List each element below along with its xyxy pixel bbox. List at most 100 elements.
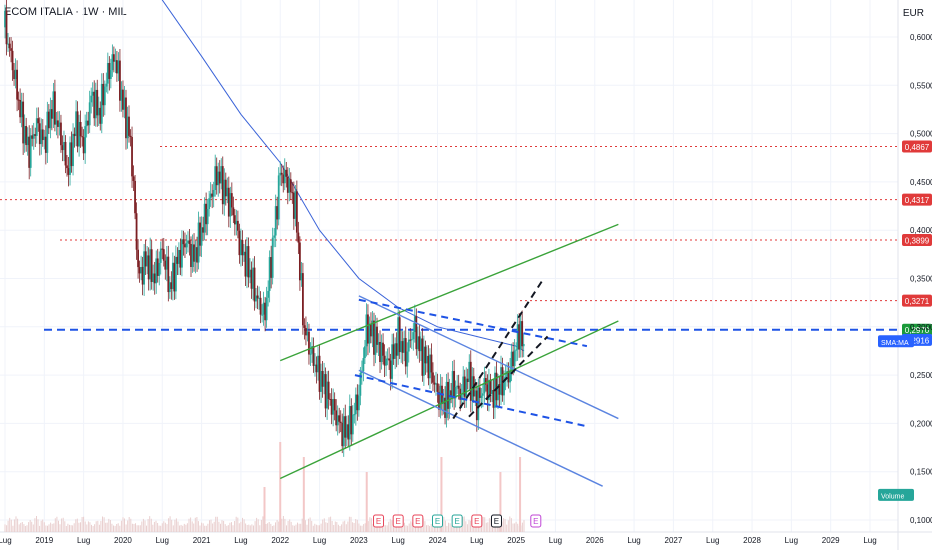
candle-body xyxy=(288,179,291,193)
candle-body xyxy=(338,415,341,422)
candle-body xyxy=(416,336,419,350)
candle-body xyxy=(438,391,440,410)
candle-body xyxy=(167,256,170,293)
candle-body xyxy=(203,203,206,233)
candle-body xyxy=(418,336,421,352)
candle-body xyxy=(392,344,395,359)
candle-body xyxy=(292,192,295,219)
candle-body xyxy=(498,384,501,395)
candle-body xyxy=(374,326,377,355)
candle-body xyxy=(255,295,257,302)
candle-body xyxy=(453,371,456,399)
candle-body xyxy=(212,189,215,197)
candle-body xyxy=(367,314,369,344)
candle-body xyxy=(10,48,12,51)
candle-body xyxy=(155,258,158,284)
candle-body xyxy=(41,129,44,141)
candle-body xyxy=(244,251,247,277)
candle-body xyxy=(353,414,356,416)
candle-body xyxy=(88,102,91,126)
candle-body xyxy=(454,386,457,399)
candle-body xyxy=(72,133,74,167)
candle-body xyxy=(147,255,150,280)
candle-body xyxy=(475,390,478,421)
candle-body xyxy=(506,371,508,377)
trendline xyxy=(358,369,603,487)
candle-body xyxy=(7,43,9,45)
candle-body xyxy=(507,371,510,383)
candle-body xyxy=(377,341,380,345)
candle-body xyxy=(50,109,53,119)
candle-body xyxy=(403,338,406,353)
candle-body xyxy=(323,374,325,387)
candle-body xyxy=(54,91,56,125)
candle-body xyxy=(37,118,40,124)
candle-body xyxy=(357,395,360,411)
candle-body xyxy=(430,354,433,373)
svg-text:E: E xyxy=(376,517,381,526)
candle-body xyxy=(40,129,43,145)
candle-body xyxy=(211,193,214,197)
sma-line xyxy=(161,0,525,352)
candle-body xyxy=(311,346,313,354)
candle-body xyxy=(114,60,117,62)
candle-body xyxy=(137,249,139,268)
candle-body xyxy=(413,316,416,333)
x-tick-label: Lug xyxy=(313,536,326,545)
candle-body xyxy=(215,166,218,186)
x-tick-label: Lug xyxy=(863,536,876,545)
candle-body xyxy=(294,191,297,219)
candle-body xyxy=(362,358,365,372)
candle-body xyxy=(286,176,289,193)
candle-body xyxy=(150,249,153,283)
candle-body xyxy=(412,332,415,340)
candle-body xyxy=(312,346,315,366)
candle-body xyxy=(518,324,521,350)
candle-body xyxy=(356,394,359,411)
candle-body xyxy=(123,97,126,110)
candle-body xyxy=(462,376,465,396)
candle-body xyxy=(432,372,434,383)
candle-body xyxy=(327,381,330,399)
candle-body xyxy=(486,384,489,401)
candle-body xyxy=(161,248,164,250)
candle-body xyxy=(176,256,179,264)
x-tick-label: 2020 xyxy=(114,536,132,545)
candle-body xyxy=(522,343,525,347)
candle-body xyxy=(75,111,77,137)
candle-body xyxy=(401,341,404,353)
candle-body xyxy=(318,355,321,392)
candle-body xyxy=(321,371,324,387)
x-tick-label: 2022 xyxy=(271,536,289,545)
candle-body xyxy=(258,297,260,299)
indicator-tag: SMA:MA xyxy=(878,335,914,348)
volume-bar xyxy=(302,457,305,532)
candle-body xyxy=(26,136,29,146)
trendline xyxy=(468,335,549,418)
candle-body xyxy=(229,193,232,217)
candle-body xyxy=(297,232,300,243)
volume-bar xyxy=(440,457,443,532)
candle-body xyxy=(427,355,430,379)
candle-body xyxy=(236,220,239,231)
candle-body xyxy=(126,116,129,139)
candle-body xyxy=(11,50,14,71)
earnings-marker: E xyxy=(471,514,483,528)
svg-text:E: E xyxy=(454,517,459,526)
candle-body xyxy=(512,351,515,367)
candle-body xyxy=(61,145,64,151)
candle-body xyxy=(298,242,301,281)
candle-body xyxy=(336,415,339,426)
candle-body xyxy=(66,165,68,169)
candle-body xyxy=(489,379,492,395)
trendline xyxy=(358,295,619,420)
candle-body xyxy=(371,320,374,337)
candle-body xyxy=(249,269,251,278)
candle-body xyxy=(373,320,375,355)
candle-body xyxy=(112,54,115,62)
candle-body xyxy=(70,142,73,167)
